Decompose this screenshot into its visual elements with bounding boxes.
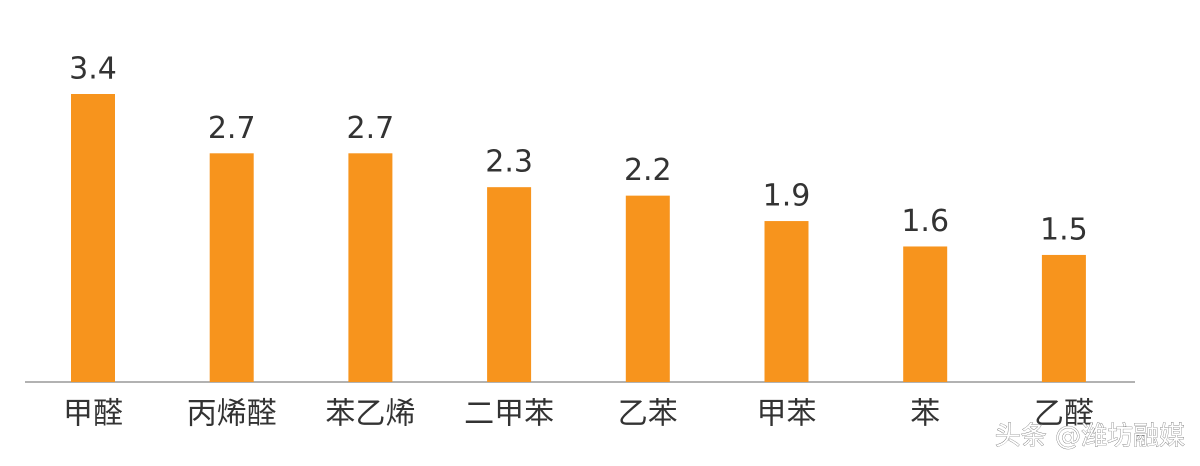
- value-label: 3.4: [69, 52, 117, 87]
- x-tick-label: 苯乙烯: [325, 397, 415, 432]
- value-label: 1.9: [763, 179, 811, 214]
- x-tick-label: 乙醛: [1034, 397, 1094, 432]
- bar: [71, 94, 115, 382]
- value-label: 2.3: [485, 145, 533, 180]
- bar: [903, 246, 948, 382]
- bar: [625, 195, 670, 382]
- value-label: 2.2: [624, 153, 672, 188]
- value-label: 1.6: [901, 204, 949, 239]
- bar: [348, 153, 393, 382]
- x-tick-label: 丙烯醛: [187, 397, 277, 432]
- bar: [209, 153, 254, 382]
- bar: [1041, 254, 1086, 382]
- x-tick-label: 甲醛: [63, 397, 123, 432]
- x-tick-label: 二甲苯: [464, 397, 554, 432]
- bar: [487, 187, 532, 382]
- x-tick-label: 甲苯: [757, 397, 817, 432]
- value-label: 1.5: [1040, 212, 1088, 247]
- x-tick-label: 苯: [910, 397, 940, 432]
- bar: [764, 221, 809, 382]
- x-tick-label: 乙苯: [618, 397, 678, 432]
- value-label: 2.7: [208, 111, 256, 146]
- value-label: 2.7: [347, 111, 395, 146]
- watermark: 头条 @潍坊融媒: [995, 422, 1185, 452]
